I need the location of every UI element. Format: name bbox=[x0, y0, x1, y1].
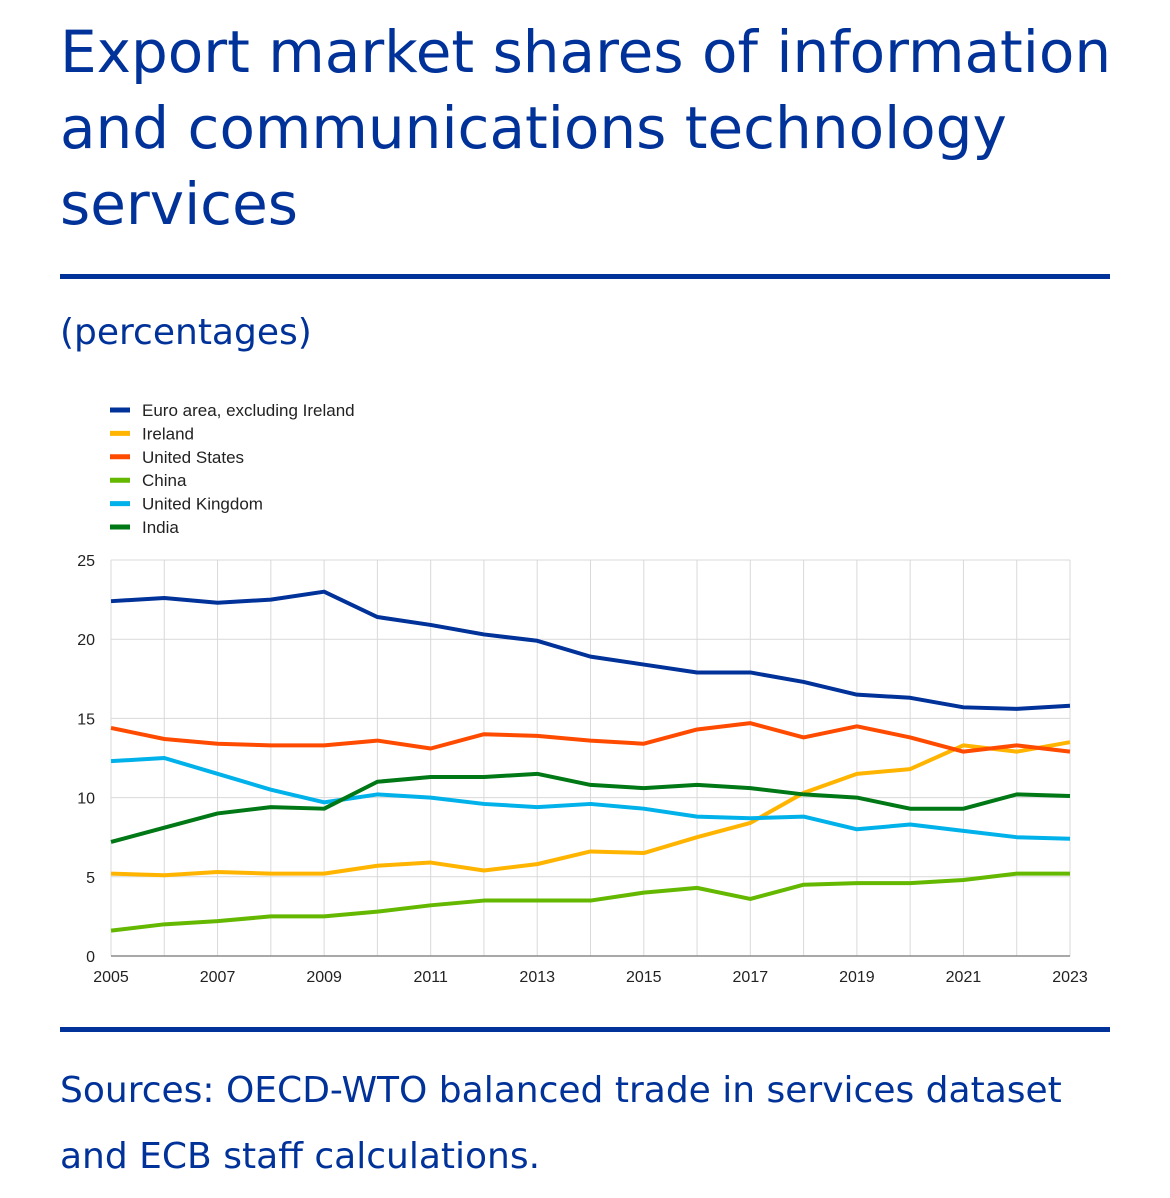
chart-axes: 0 5 10 15 20 25 2005 2007 2009 2011 2013 2015 2017 20… bbox=[77, 553, 1088, 986]
y-tick-label: 10 bbox=[77, 791, 95, 808]
x-tick-label: 2021 bbox=[946, 969, 982, 986]
legend-label: United Kingdom bbox=[142, 495, 263, 514]
chart-grid bbox=[110, 559, 1071, 957]
legend-label: China bbox=[142, 471, 187, 490]
legend-label: United States bbox=[142, 448, 244, 467]
series-line-2 bbox=[110, 740, 1071, 878]
legend-label: Ireland bbox=[142, 424, 194, 443]
series-line-5 bbox=[110, 756, 1071, 841]
series-line-3 bbox=[110, 721, 1071, 754]
y-tick-label: 20 bbox=[77, 632, 95, 649]
x-tick-label: 2019 bbox=[839, 969, 875, 986]
legend-label: India bbox=[142, 518, 179, 537]
series-line-6 bbox=[110, 771, 1071, 844]
series-line-1 bbox=[110, 589, 1071, 711]
x-tick-label: 2011 bbox=[413, 969, 448, 986]
sources-divider bbox=[60, 1027, 1110, 1032]
x-tick-label: 2023 bbox=[1052, 969, 1088, 986]
x-tick-label: 2015 bbox=[626, 969, 662, 986]
x-tick-label: 2009 bbox=[306, 969, 342, 986]
series-line-4 bbox=[110, 871, 1070, 933]
chart-subtitle: (percentages) bbox=[60, 312, 312, 353]
sources-note: Sources: OECD-WTO balanced trade in serv… bbox=[60, 1070, 1062, 1177]
y-tick-label: 5 bbox=[86, 870, 95, 887]
x-tick-label: 2013 bbox=[519, 969, 555, 986]
y-tick-label: 0 bbox=[86, 949, 95, 966]
y-tick-label: 15 bbox=[77, 711, 95, 728]
chart-title: Export market shares of information and … bbox=[60, 18, 1112, 238]
chart-series bbox=[110, 589, 1071, 933]
x-tick-label: 2005 bbox=[93, 969, 129, 986]
chart-legend: Euro area, excluding Ireland Ireland Unite… bbox=[110, 401, 355, 537]
y-tick-label: 25 bbox=[77, 553, 95, 570]
legend-label: Euro area, excluding Ireland bbox=[142, 401, 355, 420]
title-divider bbox=[60, 274, 1110, 279]
x-tick-label: 2007 bbox=[200, 969, 236, 986]
line-chart: Euro area, excluding Ireland Ireland Unite… bbox=[77, 401, 1088, 986]
x-tick-label: 2017 bbox=[733, 969, 769, 986]
